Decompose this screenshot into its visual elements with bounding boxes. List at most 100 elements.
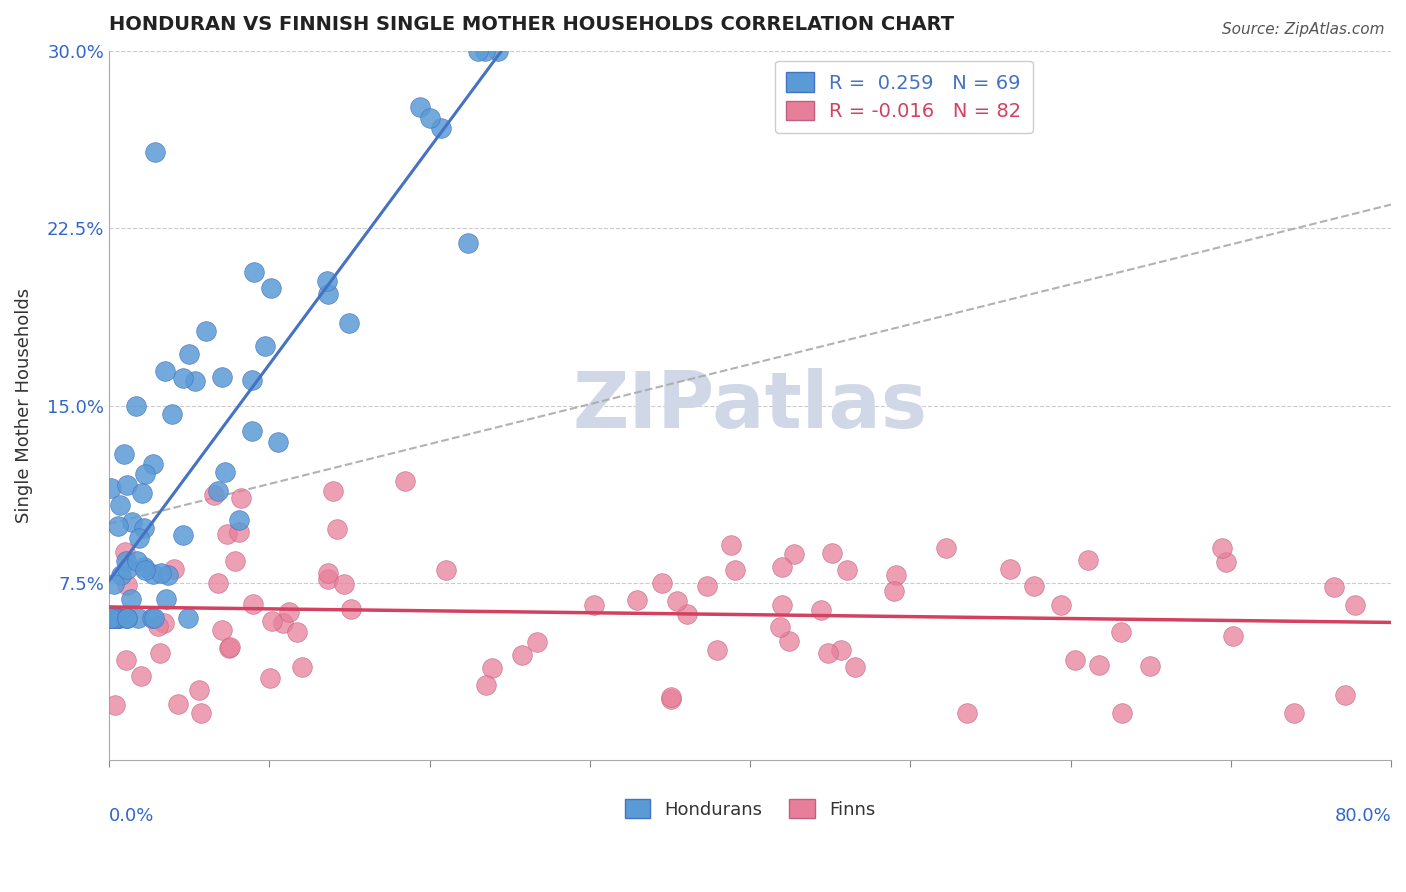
Point — [100, 611, 122, 625]
Point — [340, 602, 363, 616]
Point — [218, 640, 240, 655]
Point — [720, 538, 742, 552]
Point — [316, 572, 339, 586]
Point — [129, 669, 152, 683]
Point — [153, 615, 176, 630]
Point — [142, 566, 165, 581]
Point — [1222, 629, 1244, 643]
Point — [194, 324, 217, 338]
Point — [104, 611, 127, 625]
Point — [108, 498, 131, 512]
Point — [956, 706, 979, 720]
Point — [285, 624, 308, 639]
Point — [278, 605, 301, 619]
Point — [467, 44, 489, 58]
Point — [253, 339, 276, 353]
Point — [101, 611, 124, 625]
Point — [326, 522, 349, 536]
Point — [242, 597, 264, 611]
Point — [998, 562, 1021, 576]
Point — [626, 592, 648, 607]
Point — [132, 560, 155, 574]
Point — [134, 520, 156, 534]
Point — [316, 566, 339, 580]
Point — [1077, 553, 1099, 567]
Point — [1282, 706, 1305, 720]
Point — [778, 633, 800, 648]
Point — [1111, 625, 1133, 640]
Point — [115, 653, 138, 667]
Point — [228, 524, 250, 539]
Point — [810, 603, 832, 617]
Point — [155, 592, 177, 607]
Point — [150, 566, 173, 581]
Point — [474, 44, 496, 58]
Point — [337, 316, 360, 330]
Point — [457, 235, 479, 250]
Point — [100, 611, 122, 625]
Point — [211, 370, 233, 384]
Point — [143, 145, 166, 159]
Point — [770, 598, 793, 612]
Point — [141, 611, 163, 625]
Point — [1063, 653, 1085, 667]
Point — [1215, 555, 1237, 569]
Point — [108, 611, 131, 625]
Point — [229, 491, 252, 505]
Point — [651, 576, 673, 591]
Point — [105, 611, 128, 625]
Point — [176, 611, 198, 625]
Point — [125, 399, 148, 413]
Point — [103, 577, 125, 591]
Point — [817, 646, 839, 660]
Point — [104, 698, 127, 712]
Point — [782, 547, 804, 561]
Point — [770, 560, 793, 574]
Point — [218, 640, 240, 654]
Text: 0.0%: 0.0% — [110, 806, 155, 824]
Point — [207, 484, 229, 499]
Point — [172, 370, 194, 384]
Point — [821, 546, 844, 560]
Point — [1087, 658, 1109, 673]
Point — [143, 611, 166, 625]
Point — [162, 407, 184, 421]
Point — [1139, 658, 1161, 673]
Point — [163, 562, 186, 576]
Point — [187, 683, 209, 698]
Point — [115, 562, 138, 576]
Point — [408, 100, 430, 114]
Point — [884, 567, 907, 582]
Point — [486, 44, 509, 58]
Point — [240, 424, 263, 438]
Point — [526, 634, 548, 648]
Point — [883, 584, 905, 599]
Point — [266, 434, 288, 449]
Point — [240, 373, 263, 387]
Legend: Hondurans, Finns: Hondurans, Finns — [617, 792, 883, 826]
Point — [696, 579, 718, 593]
Point — [291, 660, 314, 674]
Point — [481, 661, 503, 675]
Point — [430, 120, 453, 135]
Point — [107, 611, 129, 625]
Text: HONDURAN VS FINNISH SINGLE MOTHER HOUSEHOLDS CORRELATION CHART: HONDURAN VS FINNISH SINGLE MOTHER HOUSEH… — [110, 15, 955, 34]
Point — [101, 611, 124, 625]
Point — [1049, 598, 1071, 612]
Point — [184, 374, 207, 388]
Point — [167, 697, 190, 711]
Point — [217, 527, 239, 541]
Point — [115, 611, 138, 625]
Point — [211, 623, 233, 637]
Point — [100, 481, 122, 495]
Point — [105, 611, 128, 625]
Point — [1211, 541, 1233, 555]
Point — [207, 575, 229, 590]
Point — [134, 467, 156, 481]
Point — [659, 691, 682, 706]
Point — [128, 531, 150, 545]
Point — [706, 643, 728, 657]
Point — [434, 563, 457, 577]
Point — [322, 484, 344, 499]
Point — [105, 611, 128, 625]
